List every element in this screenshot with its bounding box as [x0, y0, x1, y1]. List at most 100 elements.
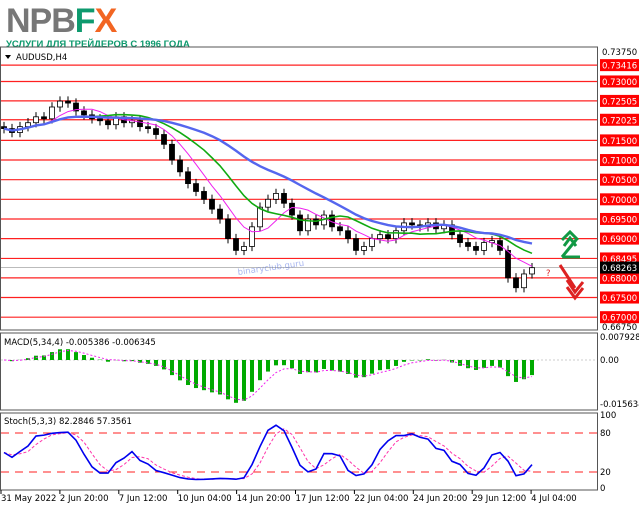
level-label: 0.71500 — [602, 137, 637, 147]
candle-body — [521, 273, 527, 289]
candle-body — [353, 238, 359, 251]
candle-body — [209, 198, 215, 210]
level-label-bg — [600, 232, 639, 245]
level-label-bg — [600, 75, 639, 88]
candle-body — [337, 226, 343, 232]
stoch-axis-label: 20 — [600, 468, 611, 478]
question-mark: ? — [546, 269, 551, 279]
macd-bar — [362, 360, 366, 378]
candle-body — [473, 246, 479, 251]
candle-body — [273, 193, 279, 200]
macd-bar — [218, 360, 222, 395]
macd-bar — [162, 360, 166, 370]
candle-body — [49, 106, 55, 120]
level-label: 0.67000 — [602, 314, 637, 324]
macd-bar — [490, 360, 494, 366]
level-label-bg — [600, 94, 639, 107]
candle-body — [393, 230, 399, 240]
level-label: 0.70000 — [602, 196, 637, 206]
candle-body — [481, 242, 487, 251]
x-axis-label: 10 Jun 04:00 — [178, 494, 232, 504]
candle-body — [465, 242, 471, 247]
level-label: 0.69500 — [602, 215, 637, 225]
macd-bar — [258, 360, 262, 381]
level-label-bg — [600, 193, 639, 206]
candle-body — [457, 234, 463, 243]
stoch-axis-label: 0 — [600, 484, 605, 494]
macd-axis-label: -0.015634 — [600, 400, 639, 410]
macd-bar — [186, 360, 190, 386]
macd-bar — [106, 360, 110, 362]
candle-body — [137, 120, 143, 128]
candle-body — [105, 120, 111, 126]
candle-body — [153, 128, 159, 135]
x-axis-label: 22 Jun 04:00 — [354, 494, 408, 504]
logo-npb: NPB — [6, 2, 76, 40]
x-axis-label: 2 Jun 20:00 — [60, 494, 109, 504]
level-label-bg — [600, 59, 639, 72]
macd-bar — [322, 360, 326, 369]
macd-bar — [202, 360, 206, 391]
candle-body — [265, 198, 271, 208]
candle-body — [33, 116, 39, 124]
level-label: 0.69000 — [602, 235, 637, 245]
candle-body — [57, 100, 63, 108]
macd-bar — [82, 355, 86, 360]
price-axis-label: 0.73750 — [602, 48, 637, 58]
level-label-bg — [600, 134, 639, 147]
candle-body — [97, 118, 103, 122]
candle-body — [161, 134, 167, 145]
level-label-bg — [600, 212, 639, 225]
candle-body — [201, 191, 207, 200]
candle-body — [241, 246, 247, 251]
level-label: 0.73000 — [602, 78, 637, 88]
candle-body — [529, 267, 535, 275]
macd-bar — [194, 360, 198, 389]
level-label: 0.67500 — [602, 294, 637, 304]
level-label-bg — [600, 311, 639, 324]
candle-body — [361, 246, 367, 251]
x-axis-label: 7 Jun 12:00 — [119, 494, 168, 504]
macd-bar — [474, 360, 478, 370]
candle-body — [225, 218, 231, 240]
x-axis-label: 14 Jun 20:00 — [237, 494, 291, 504]
candle-body — [73, 102, 79, 112]
macd-bar — [306, 360, 310, 373]
macd-bar — [298, 360, 302, 374]
macd-bar — [122, 360, 126, 362]
level-label-bg — [600, 291, 639, 304]
stoch-signal-line — [3, 428, 533, 480]
stoch-axis-label: 80 — [600, 429, 611, 439]
macd-bar — [522, 360, 526, 380]
up-arrow-icon — [560, 229, 580, 259]
macd-bar — [266, 360, 270, 372]
candle-body — [41, 116, 47, 120]
main-panel — [0, 46, 598, 331]
macd-bar — [274, 360, 278, 366]
candle-body — [81, 110, 87, 116]
macd-bar — [498, 360, 502, 368]
macd-bar — [170, 360, 174, 376]
macd-bar — [178, 360, 182, 381]
candle-body — [305, 218, 311, 232]
macd-axis-label: 0.00 — [600, 356, 619, 366]
level-label-bg — [600, 154, 639, 167]
macd-bar — [370, 360, 374, 374]
logo-tagline: УСЛУГИ ДЛЯ ТРЕЙДЕРОВ С 1996 ГОДА — [6, 39, 190, 50]
macd-bar — [250, 360, 254, 392]
macd-bar — [346, 360, 350, 374]
macd-bar — [50, 352, 54, 360]
price-axis-label: 0.66750 — [602, 323, 637, 333]
x-axis-label: 29 Jun 12:00 — [472, 494, 526, 504]
candle-body — [505, 249, 511, 279]
level-label-bg — [600, 113, 639, 126]
dropdown-triangle-icon — [5, 55, 11, 59]
x-axis-label: 17 Jun 12:00 — [296, 494, 350, 504]
macd-bar — [354, 360, 358, 378]
macd-bar — [66, 349, 70, 360]
x-axis-label: 4 Jul 04:00 — [531, 494, 577, 504]
macd-bar — [58, 349, 62, 360]
level-label: 0.70500 — [602, 176, 637, 186]
